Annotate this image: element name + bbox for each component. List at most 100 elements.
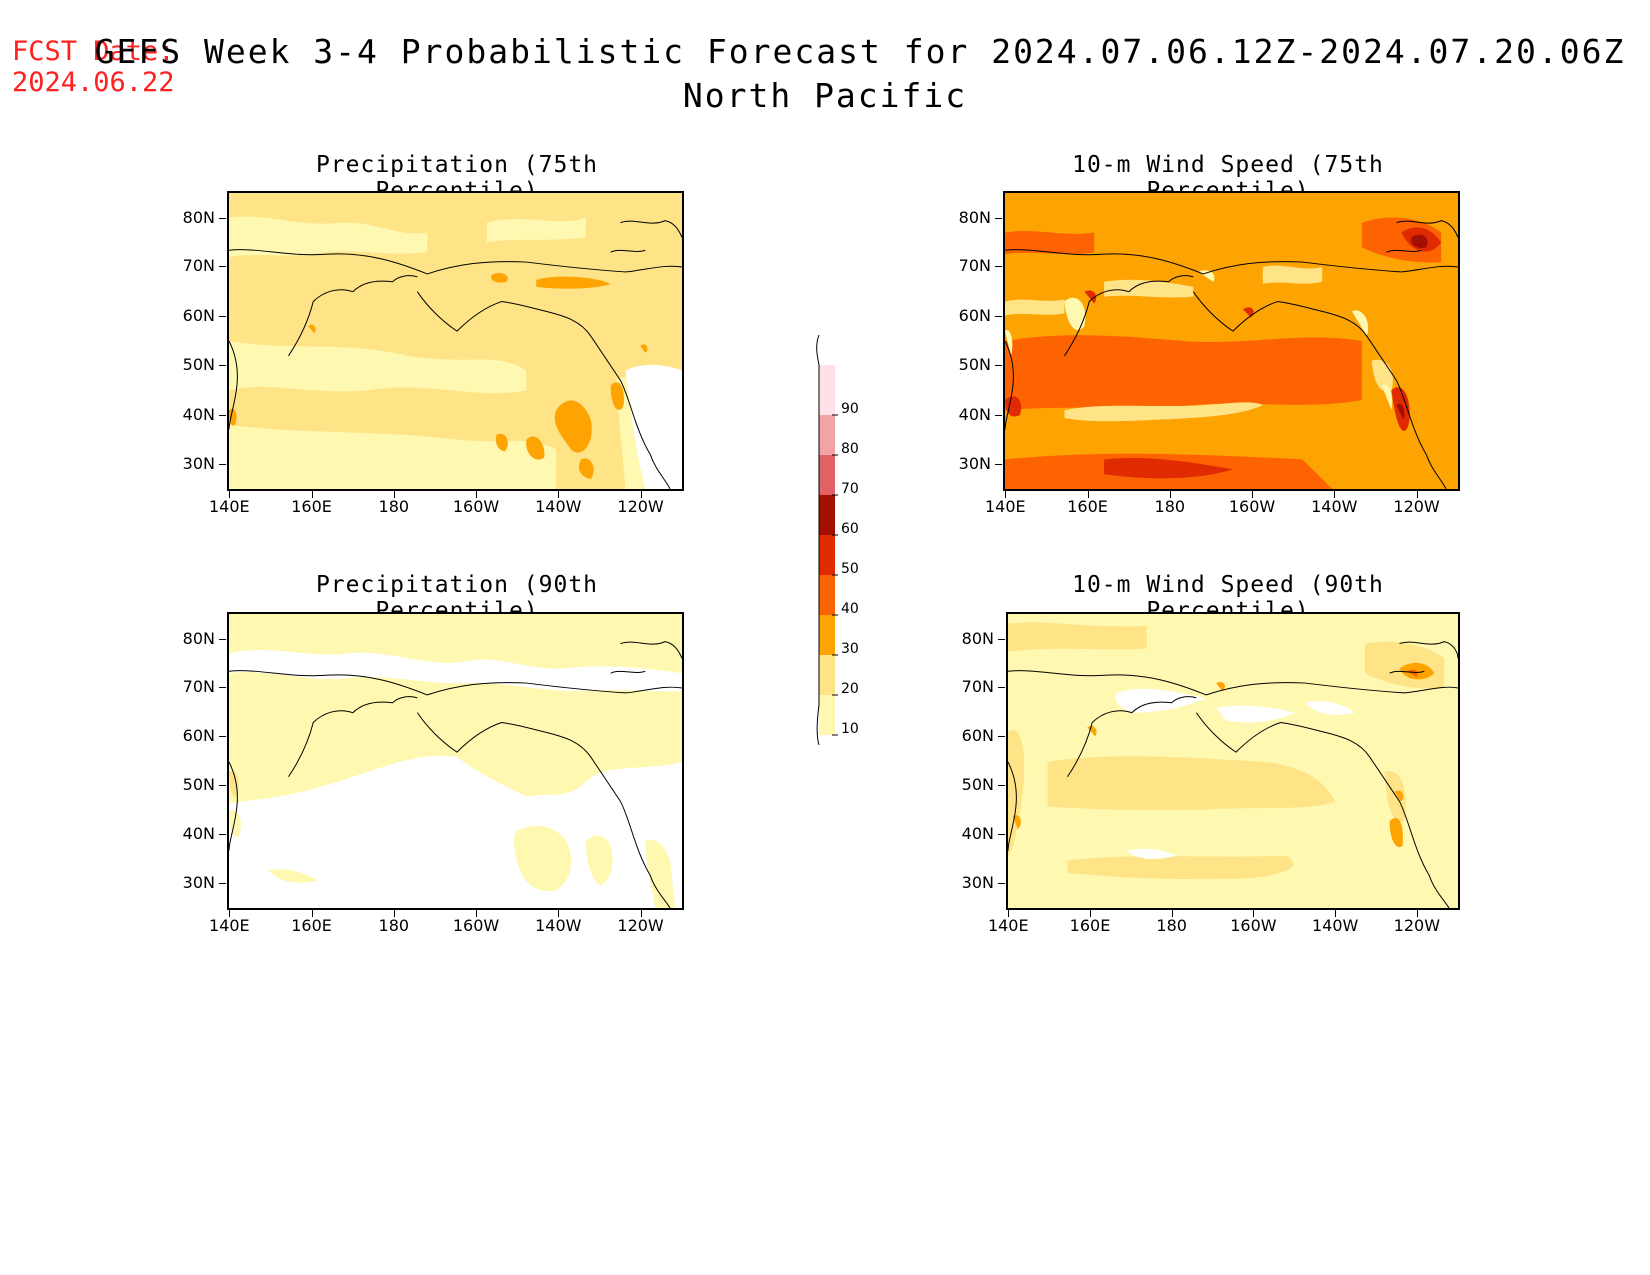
lat-tick — [995, 315, 1002, 317]
colorbar-tick-label: 90 — [841, 401, 859, 417]
forecast-date-block: FCST Date: 2024.06.22 — [12, 36, 175, 98]
lat-tick — [219, 686, 226, 688]
lon-tick — [1334, 491, 1336, 498]
colorbar-segment — [819, 495, 835, 535]
lat-tick — [998, 834, 1005, 835]
lat-tick — [998, 883, 1005, 885]
lat-tick — [995, 266, 1002, 267]
lat-tick-label: 60N — [961, 725, 994, 745]
lon-tick-label: 160W — [1230, 916, 1277, 935]
lat-tick — [219, 834, 226, 835]
colorbar-tick-label: 80 — [841, 441, 859, 457]
lat-tick — [219, 883, 226, 885]
lat-tick-label: 60N — [182, 305, 215, 325]
lon-tick — [1416, 491, 1418, 498]
lon-tick-label: 120W — [1393, 916, 1441, 935]
lat-tick — [998, 784, 1005, 786]
colorbar-tick-label: 60 — [841, 521, 859, 537]
lon-tick-label: 160E — [291, 916, 332, 935]
colorbar-segment — [819, 365, 835, 415]
map-wind-90 — [1006, 612, 1460, 910]
lat-tick-label: 50N — [958, 355, 991, 374]
lon-tick — [1169, 491, 1171, 498]
lon-tick-label: 160W — [452, 497, 500, 516]
lat-tick — [219, 414, 226, 416]
lat-tick-label: 50N — [182, 355, 215, 374]
lon-tick-label: 160E — [1067, 497, 1108, 516]
lon-tick — [558, 910, 560, 917]
lon-tick — [393, 491, 395, 498]
lat-tick-label: 50N — [182, 774, 215, 794]
lon-tick — [1005, 491, 1007, 498]
lon-tick-label: 140E — [208, 497, 250, 516]
lon-tick — [393, 910, 395, 917]
forecast-date-value: 2024.06.22 — [12, 67, 175, 98]
lon-tick-label: 160E — [1069, 916, 1111, 935]
lat-tick — [998, 735, 1005, 737]
lat-tick — [998, 686, 1005, 688]
colorbar-tick-label: 30 — [841, 641, 859, 657]
lat-tick-label: 30N — [182, 454, 215, 473]
lat-tick-label: 60N — [958, 305, 991, 325]
colorbar-tick-label: 40 — [841, 601, 859, 617]
lat-tick-label: 40N — [182, 404, 215, 424]
lon-tick-label: 120W — [617, 497, 664, 516]
lat-tick — [219, 735, 226, 737]
colorbar-tick-label: 50 — [841, 561, 859, 577]
lat-tick-label: 80N — [182, 208, 215, 227]
figure-title-region: North Pacific — [682, 76, 968, 115]
lon-tick — [1171, 910, 1173, 917]
lon-tick-label: 120W — [1393, 497, 1440, 516]
lat-tick-label: 50N — [961, 774, 994, 794]
lon-tick — [1087, 491, 1089, 498]
lat-tick — [998, 638, 1005, 640]
map-precip-75 — [227, 191, 684, 491]
lat-tick-label: 40N — [958, 404, 991, 424]
colorbar-segment — [819, 655, 835, 695]
lon-tick — [640, 910, 642, 917]
lon-tick-label: 140E — [208, 916, 250, 935]
lat-tick — [219, 266, 226, 267]
colorbar-scale: 10 20 30 40 50 60 70 80 90 — [816, 334, 859, 746]
lon-tick-label: 140W — [1311, 497, 1358, 516]
lon-tick-label: 140W — [1311, 916, 1359, 935]
lon-tick — [1335, 910, 1337, 917]
lat-tick — [219, 638, 226, 640]
lat-tick-label: 80N — [961, 628, 994, 648]
lon-tick-label: 180 — [378, 916, 410, 935]
colorbar: 10 20 30 40 50 60 70 80 90 — [815, 334, 885, 746]
figure-title-line1: GEFS Week 3-4 Probabilistic Forecast for… — [94, 32, 1626, 71]
lat-tick-label: 40N — [961, 824, 994, 843]
lat-tick-label: 70N — [961, 676, 994, 696]
colorbar-segment — [819, 455, 835, 495]
lon-tick — [1089, 910, 1091, 917]
colorbar-segment — [819, 695, 835, 735]
colorbar-tick-label: 70 — [841, 481, 859, 497]
lon-tick-label: 180 — [1154, 497, 1186, 516]
lon-tick — [311, 491, 313, 498]
lat-tick-label: 80N — [958, 208, 991, 227]
lon-tick-label: 140E — [987, 916, 1029, 935]
lat-tick — [995, 464, 1002, 465]
colorbar-segment — [819, 415, 835, 455]
figure-title: GEFS Week 3-4 Probabilistic Forecast for… — [0, 30, 1650, 118]
lon-tick — [229, 910, 231, 917]
lat-tick — [219, 784, 226, 786]
lat-tick — [995, 414, 1002, 416]
colorbar-segment — [819, 615, 835, 655]
lat-tick-label: 60N — [182, 725, 215, 745]
lat-tick-label: 40N — [182, 824, 215, 843]
lat-tick-label: 70N — [958, 256, 991, 275]
lon-tick — [1252, 491, 1254, 498]
lat-tick — [995, 218, 1002, 219]
lon-tick-label: 160W — [452, 916, 500, 935]
lon-tick-label: 120W — [617, 916, 664, 935]
lat-tick-label: 30N — [182, 873, 215, 893]
lon-tick-label: 180 — [1156, 916, 1187, 935]
lon-tick-label: 160W — [1228, 497, 1276, 516]
lon-tick — [476, 491, 478, 498]
colorbar-tick-label: 20 — [841, 681, 859, 697]
lat-tick — [995, 365, 1002, 366]
lon-tick-label: 180 — [378, 497, 410, 516]
colorbar-outline — [816, 334, 820, 746]
